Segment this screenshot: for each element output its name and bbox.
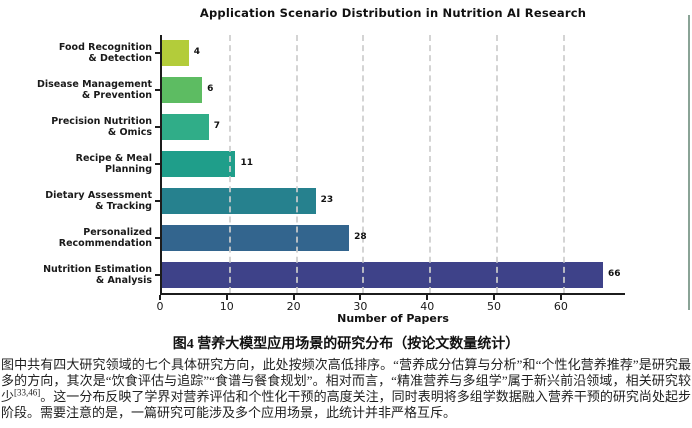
description-text-before-citation: 图中共有四大研究领域的七个具体研究方向，此处按频次高低排序。“营养成分估算与分析… — [1, 357, 691, 404]
category-label-recipe-meal-planning: Recipe & Meal Planning — [75, 153, 152, 175]
chart-title: Application Scenario Distribution in Nut… — [199, 6, 587, 20]
bar-value-food-recognition-detection: 4 — [193, 47, 200, 58]
x-axis-title: Number of Papers — [337, 312, 449, 325]
x-axis-ticks: 0 10 20 30 40 50 60 — [156, 295, 623, 315]
category-label-personalized-recommendation: Personalized Recommendation — [58, 226, 152, 249]
x-tick-label-60: 60 — [553, 300, 568, 313]
bar-value-nutrition-estimation-analysis: 66 — [607, 268, 621, 279]
category-label-disease-management-prevention: Disease Management & Prevention — [37, 79, 152, 102]
category-label-dietary-assessment-tracking: Dietary Assessment & Tracking — [45, 189, 152, 212]
nutrition-ai-bar-chart-figure: Application Scenario Distribution in Nut… — [0, 6, 690, 325]
y-axis-category-labels: Food Recognition & Detection Disease Mana… — [0, 35, 160, 293]
x-tick-mark-10 — [225, 295, 228, 300]
bar-nutrition-estimation-analysis — [162, 261, 603, 288]
plot-area: 4 6 7 11 23 28 66 — [160, 35, 625, 295]
x-tick-mark-40 — [426, 295, 429, 300]
bar-value-dietary-assessment-tracking: 23 — [320, 194, 334, 205]
figure-description-paragraph: 图中共有四大研究领域的七个具体研究方向，此处按频次高低排序。“营养成分估算与分析… — [1, 357, 691, 421]
bar-food-recognition-detection — [162, 40, 189, 67]
y-tick-mark — [155, 126, 160, 129]
x-tick-label-40: 40 — [420, 300, 435, 313]
y-tick-mark — [155, 236, 160, 239]
bar-disease-management-prevention — [162, 77, 203, 104]
x-tick-label-50: 50 — [487, 300, 502, 313]
category-label-food-recognition-detection: Food Recognition & Detection — [58, 42, 152, 65]
figure-caption: 图4 营养大模型应用场景的研究分布（按论文数量统计） — [172, 337, 520, 352]
x-tick-mark-20 — [292, 295, 295, 300]
citation-ref[interactable]: [33,46] — [14, 387, 41, 398]
bar-precision-nutrition-omics — [162, 114, 209, 141]
gridline-50 — [496, 35, 499, 293]
x-tick-mark-0 — [159, 295, 161, 300]
y-tick-mark — [155, 273, 160, 276]
bar-value-personalized-recommendation: 28 — [354, 231, 367, 242]
bar-value-recipe-meal-planning: 11 — [240, 158, 254, 168]
x-tick-mark-60 — [559, 295, 562, 300]
bar-value-precision-nutrition-omics: 7 — [213, 121, 221, 132]
y-tick-mark — [155, 163, 160, 165]
x-tick-label-10: 10 — [219, 300, 234, 313]
gridline-20 — [295, 35, 298, 293]
bar-dietary-assessment-tracking — [162, 187, 316, 214]
gridline-30 — [362, 35, 365, 293]
gridline-60 — [562, 35, 565, 293]
y-tick-mark — [155, 52, 160, 55]
x-tick-label-30: 30 — [353, 300, 368, 313]
y-tick-mark — [155, 89, 160, 92]
category-label-precision-nutrition-omics: Precision Nutrition & Omics — [51, 116, 152, 139]
y-tick-mark — [155, 199, 160, 202]
bar-value-disease-management-prevention: 6 — [207, 84, 214, 95]
description-text-after-citation: 。这一分布反映了学界对营养评估和个性化干预的高度关注，同时表明将多组学数据融入营… — [1, 389, 691, 420]
x-tick-label-20: 20 — [286, 300, 301, 313]
category-label-nutrition-estimation-analysis: Nutrition Estimation & Analysis — [43, 263, 152, 286]
gridline-10 — [228, 35, 231, 293]
gridline-40 — [429, 35, 432, 293]
x-tick-label-0: 0 — [156, 300, 164, 313]
bar-recipe-meal-planning — [162, 151, 236, 177]
bar-personalized-recommendation — [162, 224, 350, 251]
x-tick-mark-50 — [493, 295, 496, 300]
x-tick-mark-30 — [359, 295, 362, 300]
figure-right-edge-line — [688, 15, 690, 310]
